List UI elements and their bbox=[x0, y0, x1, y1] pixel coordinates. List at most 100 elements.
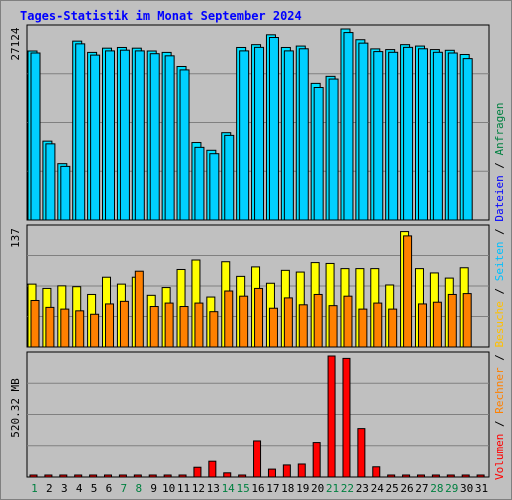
volumen-bar bbox=[193, 466, 202, 478]
rechner-bar bbox=[194, 302, 204, 348]
rechner-bar bbox=[462, 293, 472, 348]
day-tick-label: 24 bbox=[371, 482, 385, 495]
legend-separator: / bbox=[493, 222, 506, 242]
panel-2-ymax-label: 137 bbox=[9, 228, 22, 248]
day-tick-label: 27 bbox=[415, 482, 428, 495]
volumen-bar bbox=[74, 474, 83, 478]
day-tick-label: 31 bbox=[475, 482, 488, 495]
dateien-bar bbox=[75, 43, 86, 221]
dateien-bar bbox=[313, 87, 324, 221]
volumen-bar bbox=[461, 474, 470, 478]
day-tick-label: 29 bbox=[445, 482, 458, 495]
dateien-bar bbox=[179, 69, 190, 221]
volumen-bar bbox=[238, 474, 247, 478]
day-tick-label: 14 bbox=[222, 482, 236, 495]
dateien-bar bbox=[239, 50, 250, 221]
volumen-bar bbox=[267, 468, 276, 478]
day-tick-label: 30 bbox=[460, 482, 473, 495]
dateien-bar bbox=[149, 53, 160, 221]
day-tick-label: 15 bbox=[236, 482, 249, 495]
legend-separator: / bbox=[493, 348, 506, 368]
rechner-bar bbox=[90, 313, 100, 348]
dateien-bar bbox=[373, 51, 384, 221]
dateien-bar bbox=[90, 54, 101, 221]
day-tick-label: 3 bbox=[61, 482, 68, 495]
volumen-bar bbox=[118, 474, 127, 478]
volumen-bar bbox=[297, 463, 306, 478]
volumen-bar bbox=[476, 474, 485, 478]
legend-item: Anfragen bbox=[493, 102, 506, 155]
day-tick-label: 28 bbox=[430, 482, 443, 495]
day-tick-label: 17 bbox=[266, 482, 279, 495]
dateien-bar bbox=[224, 134, 235, 221]
day-tick-label: 19 bbox=[296, 482, 309, 495]
rechner-bar bbox=[447, 293, 457, 348]
rechner-bar bbox=[134, 270, 144, 348]
rechner-bar bbox=[119, 300, 129, 348]
legend-item: Seiten bbox=[493, 242, 506, 282]
dateien-bar bbox=[30, 52, 41, 221]
panel-3-ymax-label: 520.32 MB bbox=[9, 378, 22, 438]
dateien-bar bbox=[447, 52, 458, 221]
day-tick-label: 1 bbox=[31, 482, 38, 495]
volumen-bar bbox=[387, 474, 396, 478]
volumen-bar bbox=[223, 472, 232, 478]
dateien-bar bbox=[209, 153, 220, 221]
dateien-bar bbox=[343, 32, 354, 221]
day-tick-label: 22 bbox=[341, 482, 354, 495]
day-tick-label: 26 bbox=[400, 482, 413, 495]
legend-item: Dateien bbox=[493, 175, 506, 221]
rechner-bar bbox=[75, 310, 85, 348]
volumen-bar bbox=[29, 474, 38, 478]
volumen-bar bbox=[446, 474, 455, 478]
chart-title: Tages-Statistik im Monat September 2024 bbox=[20, 9, 302, 23]
rechner-bar bbox=[373, 302, 383, 348]
day-tick-label: 18 bbox=[281, 482, 294, 495]
legend-separator: / bbox=[493, 414, 506, 434]
rechner-bar bbox=[298, 304, 308, 348]
rechner-bar bbox=[179, 306, 189, 348]
volumen-bar bbox=[402, 474, 411, 478]
volumen-bar bbox=[312, 442, 321, 478]
rechner-bar bbox=[388, 308, 398, 348]
day-tick-label: 10 bbox=[162, 482, 175, 495]
day-tick-label: 25 bbox=[386, 482, 399, 495]
rechner-bar bbox=[209, 311, 219, 348]
day-tick-label: 12 bbox=[192, 482, 205, 495]
rechner-bar bbox=[358, 308, 368, 348]
dateien-bar bbox=[254, 46, 265, 221]
dateien-bar bbox=[432, 51, 443, 221]
dateien-bar bbox=[60, 165, 71, 221]
legend-item: Volumen bbox=[493, 434, 506, 480]
dateien-bar bbox=[462, 58, 473, 221]
legend: Volumen / Rechner / Besuche / Seiten / D… bbox=[493, 102, 506, 480]
day-tick-label: 21 bbox=[326, 482, 339, 495]
day-tick-label: 23 bbox=[356, 482, 369, 495]
volumen-bar bbox=[208, 460, 217, 478]
volumen-bar bbox=[104, 474, 113, 478]
legend-separator: / bbox=[493, 155, 506, 175]
dateien-bar bbox=[119, 49, 130, 221]
rechner-bar bbox=[313, 293, 323, 348]
volumen-bar bbox=[282, 464, 291, 478]
dateien-bar bbox=[105, 50, 116, 221]
rechner-bar bbox=[164, 302, 174, 348]
rechner-bar bbox=[224, 290, 234, 348]
rechner-bar bbox=[403, 235, 413, 348]
day-tick-label: 5 bbox=[91, 482, 98, 495]
rechner-bar bbox=[343, 295, 353, 348]
dateien-bar bbox=[388, 51, 399, 221]
day-tick-label: 20 bbox=[311, 482, 324, 495]
day-tick-label: 2 bbox=[46, 482, 53, 495]
legend-separator: / bbox=[493, 281, 506, 301]
rechner-bar bbox=[30, 299, 40, 348]
panel-1-ymax-label: 27124 bbox=[9, 27, 22, 60]
dateien-bar bbox=[194, 146, 205, 221]
volumen-bar bbox=[253, 440, 262, 478]
rechner-bar bbox=[268, 307, 278, 348]
volumen-bar bbox=[431, 474, 440, 478]
volumen-bar bbox=[178, 474, 187, 478]
dateien-bar bbox=[298, 48, 309, 221]
volumen-bar bbox=[327, 355, 336, 478]
